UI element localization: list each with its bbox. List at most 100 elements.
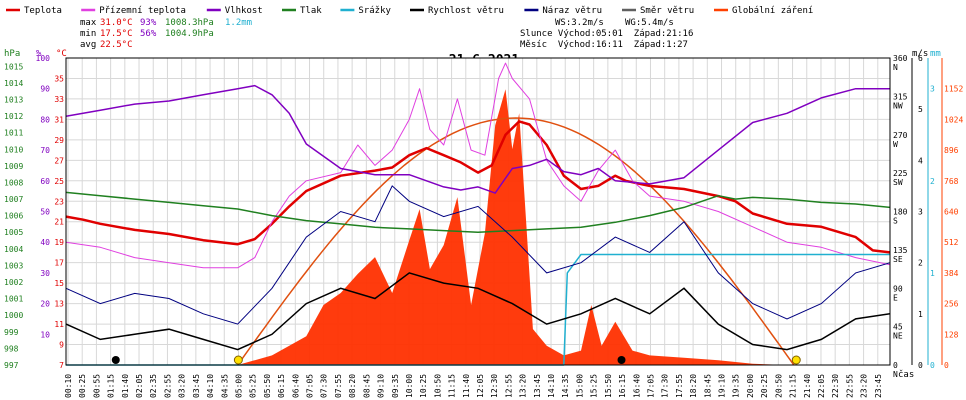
tick-hum-1: 20 — [40, 300, 50, 309]
legend-label-1: Přízemní teplota — [99, 6, 186, 16]
tick-rain-0: 0 — [930, 361, 935, 370]
tick-x-41: 17:05 — [646, 374, 655, 398]
tick-rad-6: 768 — [944, 177, 959, 186]
tick-x-48: 20:00 — [746, 374, 755, 398]
tick-dir-6: 270 — [893, 131, 908, 140]
tick-dir-1: 45 — [893, 323, 903, 332]
tick-ms-6: 6 — [918, 54, 923, 63]
tick-x-26: 10:50 — [433, 374, 442, 398]
wind_gust-line — [65, 185, 891, 325]
tick-temp-14: 35 — [54, 74, 64, 83]
tick-dir-2: 90 — [893, 284, 903, 293]
tick-x-31: 12:55 — [504, 374, 513, 398]
tick-hum-0: 10 — [40, 330, 50, 339]
tick-x-30: 12:30 — [490, 374, 499, 398]
tick-x-7: 02:55 — [163, 374, 172, 398]
tick-x-36: 15:00 — [575, 374, 584, 398]
tick-rad-7: 896 — [944, 146, 959, 155]
tick-ms-3: 3 — [918, 208, 923, 217]
tick-x-56: 23:20 — [860, 374, 869, 398]
tick-temp-2: 11 — [54, 320, 64, 329]
tick-press-9: 1006 — [4, 212, 23, 221]
tick-dir-label-8: N — [893, 63, 898, 72]
stats-min-label: min — [80, 29, 96, 39]
moonrise-marker — [617, 356, 626, 364]
tick-x-0: 00:10 — [64, 374, 73, 398]
tick-x-35: 14:35 — [561, 374, 570, 398]
tick-x-21: 08:45 — [362, 374, 371, 398]
tick-x-28: 11:40 — [462, 374, 471, 398]
moon-info: Měsíc Východ:16:11 Západ:1:27 — [520, 40, 688, 50]
tick-dir-label-5: SW — [893, 178, 903, 187]
axis-unit-rain: mm — [930, 49, 941, 59]
tick-hum-2: 30 — [40, 269, 50, 278]
tick-temp-9: 25 — [54, 177, 64, 186]
tick-dir-label-4: S — [893, 217, 898, 226]
series-3 — [65, 191, 891, 233]
clear-sky-curve — [237, 117, 795, 366]
tick-ms-2: 2 — [918, 259, 923, 268]
tick-press-2: 999 — [4, 328, 19, 337]
tick-hum-4: 50 — [40, 208, 50, 217]
tick-x-42: 17:30 — [661, 374, 670, 398]
axis-unit-dir: m/s — [912, 49, 928, 59]
tick-x-3: 01:15 — [107, 374, 116, 398]
tick-dir-label-7: NW — [893, 101, 903, 110]
tick-x-40: 16:40 — [632, 374, 641, 398]
tick-press-4: 1001 — [4, 295, 23, 304]
tick-dir-7: 315 — [893, 92, 908, 101]
plot-frame — [65, 57, 891, 366]
tick-dir-label-2: E — [893, 293, 898, 302]
wind-wg: WG:5.4m/s — [625, 18, 674, 28]
stats-block: max 31.0°C 93% 1008.3hPa 1.2mm min 17.5°… — [80, 18, 693, 50]
tick-temp-11: 29 — [54, 136, 64, 145]
tick-press-13: 1010 — [4, 145, 23, 154]
radiation-area — [237, 89, 787, 365]
tick-rain-1: 1 — [930, 269, 935, 278]
tick-x-11: 04:35 — [220, 374, 229, 398]
tick-x-23: 09:35 — [391, 374, 400, 398]
tick-x-46: 19:10 — [718, 374, 727, 398]
tick-rad-5: 640 — [944, 208, 959, 217]
tick-x-13: 05:25 — [249, 374, 258, 398]
series-2 — [65, 84, 890, 194]
tick-x-16: 06:40 — [291, 374, 300, 398]
tick-temp-0: 7 — [59, 361, 64, 370]
axis-unit-press: hPa — [4, 49, 20, 59]
tick-x-15: 06:15 — [277, 374, 286, 398]
tick-x-29: 12:05 — [476, 374, 485, 398]
tick-x-2: 00:55 — [92, 374, 101, 398]
tick-x-45: 18:45 — [703, 374, 712, 398]
tick-ms-4: 4 — [918, 156, 923, 165]
tick-press-10: 1007 — [4, 195, 23, 204]
axis-unit-temp: °C — [56, 49, 67, 59]
legend-label-3: Tlak — [300, 6, 322, 16]
stats-max-hum: 93% — [140, 18, 157, 28]
tick-x-25: 10:25 — [419, 374, 428, 398]
tick-x-44: 18:20 — [689, 374, 698, 398]
tick-x-9: 03:45 — [192, 374, 201, 398]
tick-x-5: 02:05 — [135, 374, 144, 398]
tick-dir-8: 360 — [893, 54, 908, 63]
tick-temp-13: 33 — [54, 95, 64, 104]
tick-temp-1: 9 — [59, 341, 64, 350]
stats-max-press: 1008.3hPa — [165, 18, 214, 28]
tick-dir-4: 180 — [893, 208, 908, 217]
legend-label-0: Teplota — [24, 6, 62, 16]
wind-ws: WS:3.2m/s — [555, 18, 604, 28]
tick-press-16: 1013 — [4, 95, 23, 104]
tick-temp-8: 23 — [54, 197, 64, 206]
tick-hum-7: 80 — [40, 115, 50, 124]
tick-press-0: 997 — [4, 361, 19, 370]
stats-max-temp: 31.0°C — [100, 18, 133, 28]
axis-unit-hum: % — [36, 49, 42, 59]
tick-x-49: 20:25 — [760, 374, 769, 398]
tick-hum-9: 100 — [36, 54, 51, 63]
legend-label-6: Náraz větru — [542, 6, 602, 16]
tick-x-38: 15:50 — [604, 374, 613, 398]
tick-press-1: 998 — [4, 344, 19, 353]
tick-dir-label-1: NE — [893, 332, 903, 341]
tick-x-20: 08:20 — [348, 374, 357, 398]
tick-x-55: 22:55 — [845, 374, 854, 398]
tick-x-27: 11:15 — [448, 374, 457, 398]
